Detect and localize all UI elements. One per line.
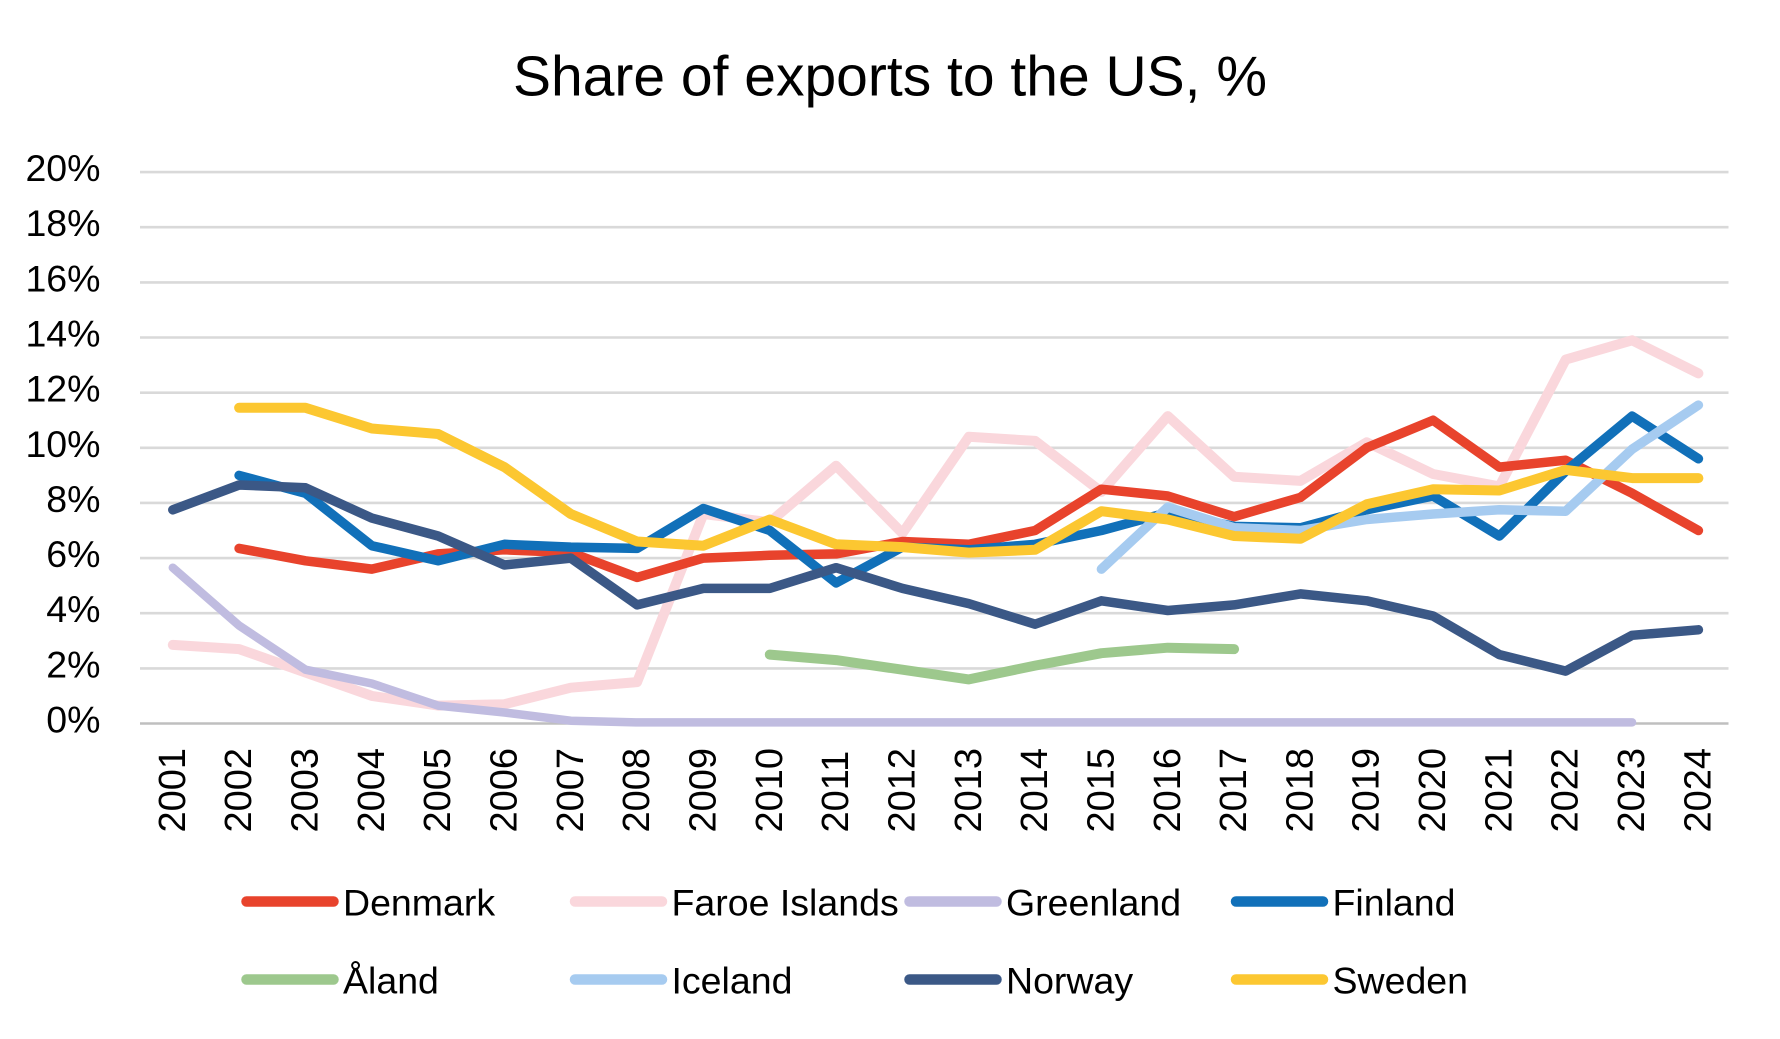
svg-text:2014: 2014 xyxy=(1014,748,1056,833)
svg-text:Iceland: Iceland xyxy=(672,960,793,1002)
svg-text:2024: 2024 xyxy=(1677,748,1719,833)
svg-text:2004: 2004 xyxy=(351,748,393,833)
svg-text:2006: 2006 xyxy=(483,748,525,833)
svg-text:18%: 18% xyxy=(25,202,100,244)
svg-text:Denmark: Denmark xyxy=(343,882,495,924)
svg-text:Greenland: Greenland xyxy=(1006,882,1181,924)
svg-text:Norway: Norway xyxy=(1006,960,1133,1002)
svg-text:2%: 2% xyxy=(46,643,100,685)
svg-text:10%: 10% xyxy=(25,423,100,465)
svg-text:2018: 2018 xyxy=(1279,748,1321,833)
svg-text:2007: 2007 xyxy=(550,748,592,833)
svg-text:2001: 2001 xyxy=(152,748,194,833)
svg-text:16%: 16% xyxy=(25,257,100,299)
svg-text:2002: 2002 xyxy=(218,748,260,833)
svg-text:8%: 8% xyxy=(46,478,100,520)
svg-text:2023: 2023 xyxy=(1611,748,1653,833)
svg-text:2008: 2008 xyxy=(616,748,658,833)
svg-text:2015: 2015 xyxy=(1080,748,1122,833)
svg-text:2012: 2012 xyxy=(881,748,923,833)
svg-text:0%: 0% xyxy=(46,699,100,741)
svg-text:Finland: Finland xyxy=(1333,882,1456,924)
svg-text:2005: 2005 xyxy=(417,748,459,833)
svg-text:4%: 4% xyxy=(46,588,100,630)
svg-text:2019: 2019 xyxy=(1346,748,1388,833)
svg-text:2021: 2021 xyxy=(1478,748,1520,833)
svg-text:2016: 2016 xyxy=(1147,748,1189,833)
svg-text:14%: 14% xyxy=(25,313,100,355)
svg-text:Åland: Åland xyxy=(343,960,439,1002)
svg-text:2017: 2017 xyxy=(1213,748,1255,833)
svg-text:2020: 2020 xyxy=(1412,748,1454,833)
svg-text:Faroe Islands: Faroe Islands xyxy=(672,882,899,924)
svg-text:2003: 2003 xyxy=(285,748,327,833)
svg-text:Sweden: Sweden xyxy=(1333,960,1469,1002)
svg-text:2022: 2022 xyxy=(1545,748,1587,833)
svg-text:2010: 2010 xyxy=(749,748,791,833)
svg-text:12%: 12% xyxy=(25,368,100,410)
svg-text:2009: 2009 xyxy=(682,748,724,833)
svg-text:Share of exports to the US, %: Share of exports to the US, % xyxy=(513,45,1267,109)
svg-text:2011: 2011 xyxy=(815,751,857,833)
svg-text:6%: 6% xyxy=(46,533,100,575)
svg-text:20%: 20% xyxy=(25,147,100,189)
svg-text:2013: 2013 xyxy=(948,748,990,833)
